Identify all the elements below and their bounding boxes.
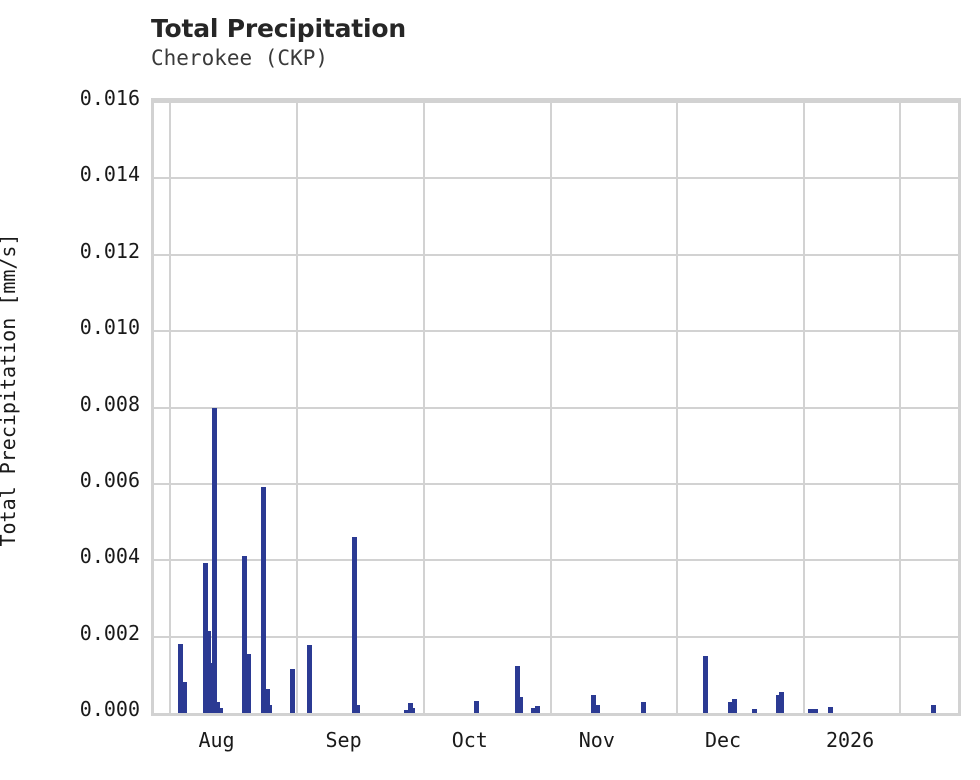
x-tick-label: Oct [451,728,488,752]
y-tick-label: 0.012 [79,238,140,263]
gridline-horizontal [154,102,958,103]
bar [217,708,223,713]
bar [531,708,537,713]
x-tick-label: Nov [578,728,615,752]
bar [473,700,479,713]
y-tick-label: 0.010 [79,315,140,340]
gridline-vertical [549,102,552,713]
page-title: Total Precipitation [151,14,406,43]
bar [828,706,834,713]
bar [351,537,357,713]
bar [775,694,781,713]
bar [261,486,267,713]
x-axis-tick-labels: Aug Sep Oct Nov Dec 2026 [151,728,961,768]
bar [306,645,312,713]
bar [264,689,270,713]
bar [215,701,221,713]
gridline-horizontal [154,482,958,485]
x-tick-label: Sep [325,728,362,752]
gridline-vertical [803,102,806,713]
bar [732,698,738,713]
bar [779,692,785,713]
bar [242,555,248,713]
bar-series [154,102,958,713]
plot-area [151,98,961,716]
gridline-horizontal [154,635,958,638]
y-axis-label-text: Total Precipitation [mm/s] [0,233,20,547]
gridline-horizontal [154,253,958,256]
y-tick-label: 0.002 [79,620,140,645]
gridline-vertical [422,102,425,713]
y-tick-label: 0.006 [79,467,140,492]
gridline-vertical [295,102,298,713]
gridline-horizontal [154,177,958,180]
bar [641,701,647,713]
bar [752,709,758,713]
gridline-horizontal [154,406,958,409]
gridline-horizontal [154,330,958,333]
bar [407,703,413,713]
bar [514,666,520,713]
x-tick-label: 2026 [825,728,875,752]
bar [211,407,217,713]
gridline-vertical [676,102,679,713]
gridline-horizontal [154,559,958,562]
bar [931,704,937,713]
bar [202,563,208,713]
bar [245,653,251,713]
bar [181,681,187,713]
x-tick-label: Dec [704,728,742,752]
y-axis-tick-labels: 0.016 0.014 0.012 0.010 0.008 0.006 0.004 0.002… [30,88,140,721]
bar [266,704,272,713]
bar [208,662,214,713]
bar [535,706,541,713]
bar [703,655,709,713]
bar [728,701,734,713]
bar [594,705,600,713]
y-tick-label: 0.008 [79,391,140,416]
bar [403,709,409,713]
y-tick-label: 0.014 [79,162,140,187]
gridlines [154,102,958,713]
y-tick-label: 0.016 [79,86,140,110]
gridline-vertical [168,102,171,713]
bar [808,709,814,713]
title-block: Total Precipitation Cherokee (CKP) [151,14,851,72]
bar [813,709,819,713]
bar [591,694,597,713]
gridline-vertical [898,102,901,713]
y-tick-label: 0.004 [79,544,140,569]
y-tick-label: 0.000 [79,697,140,721]
chart-subtitle: Cherokee (CKP) [151,46,329,70]
bar [518,696,524,713]
bar [177,643,183,713]
bar [289,669,295,713]
x-tick-label: Aug [198,728,235,752]
bar [410,708,416,713]
bar [355,704,361,713]
